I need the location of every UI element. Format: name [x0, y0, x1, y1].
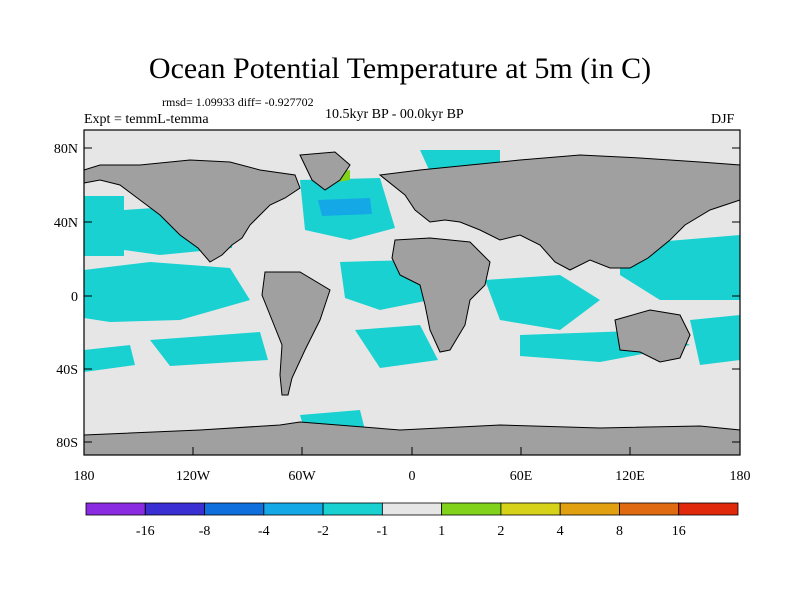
colorbar-swatch: [204, 502, 265, 516]
lon-label-180w: 180: [74, 469, 95, 484]
south-atlantic-cool-band: [355, 325, 438, 368]
colorbar-swatch: [559, 502, 620, 516]
north-pacific-cool-band: [84, 196, 124, 256]
colorbar-label: -2: [317, 524, 329, 539]
colorbar: -16 -8 -4 -2 -1 1 2 4 8 16: [85, 502, 739, 539]
colorbar-label: -16: [136, 524, 155, 539]
lon-label-0: 0: [409, 469, 416, 484]
colorbar-swatch: [263, 502, 324, 516]
time-range-label: 10.5kyr BP - 00.0kyr BP: [325, 107, 464, 122]
colorbar-swatch: [322, 502, 383, 516]
australia-land: [614, 309, 691, 363]
lat-label-80s: 80S: [56, 436, 78, 451]
lat-label-40s: 40S: [56, 363, 78, 378]
lon-label-180e: 180: [730, 469, 751, 484]
south-pacific-cool-band: [150, 332, 268, 366]
north-america-land: [83, 159, 301, 263]
gulf-stream-cool-core: [318, 198, 372, 216]
stats-label: rmsd= 1.09933 diff= -0.927702: [162, 95, 314, 109]
axis-ticks: [83, 147, 741, 455]
colorbar-label: -8: [199, 524, 211, 539]
latitude-labels: 80N 40N 0 40S 80S: [54, 142, 78, 451]
colorbar-label: -1: [377, 524, 389, 539]
colorbar-swatch: [144, 502, 205, 516]
east-australia-cool-band: [690, 315, 740, 365]
longitude-labels: 180 120W 60W 0 60E 120E 180: [74, 469, 751, 484]
colorbar-label: 16: [672, 524, 686, 539]
map-title: Ocean Potential Temperature at 5m (in C): [148, 52, 652, 85]
colorbar-swatch: [619, 502, 680, 516]
equatorial-pacific-cool-band: [84, 262, 250, 322]
season-label: DJF: [711, 112, 735, 127]
colorbar-label: 4: [557, 524, 564, 539]
colorbar-swatch: [381, 502, 443, 516]
greenland-land: [299, 151, 351, 191]
colorbar-label: 1: [438, 524, 445, 539]
south-pacific-cool-patch: [84, 345, 135, 372]
cooling-anomaly-regions: [84, 150, 740, 432]
lon-label-120w: 120W: [176, 469, 211, 484]
lon-label-60w: 60W: [288, 469, 316, 484]
colorbar-swatch: [85, 502, 146, 516]
lon-label-120e: 120E: [615, 469, 645, 484]
continents: [83, 151, 741, 456]
colorbar-swatch: [441, 502, 502, 516]
colorbar-swatch: [500, 502, 561, 516]
colorbar-swatch: [678, 502, 739, 516]
colorbar-label: 8: [616, 524, 623, 539]
experiment-label: Expt = temmL-temma: [84, 112, 209, 127]
colorbar-label: -4: [258, 524, 270, 539]
lat-label-0: 0: [71, 290, 78, 305]
lon-label-60e: 60E: [510, 469, 533, 484]
lat-label-80n: 80N: [54, 142, 78, 157]
colorbar-label: 2: [497, 524, 504, 539]
africa-land: [391, 237, 491, 353]
indian-ocean-cool-band: [485, 275, 600, 330]
eurasia-land: [378, 154, 741, 271]
south-america-land: [261, 271, 331, 396]
lat-label-40n: 40N: [54, 216, 78, 231]
